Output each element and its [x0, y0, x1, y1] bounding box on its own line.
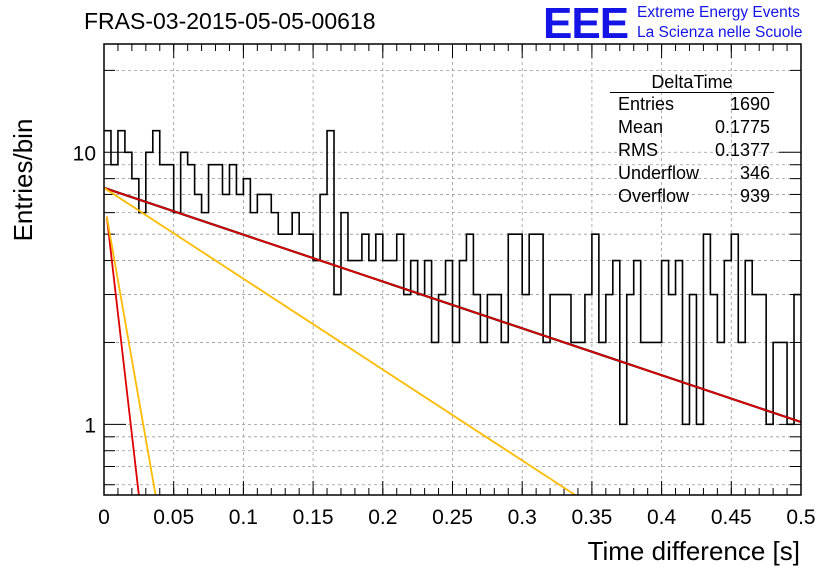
x-tick-label: 0.3 [508, 506, 537, 529]
logo-tagline-1: Extreme Energy Events [637, 4, 800, 21]
plot-frame [103, 43, 802, 496]
stats-row-underflow: Underflow 346 [610, 162, 774, 185]
stats-label: RMS [618, 140, 658, 160]
x-tick-label: 0.35 [571, 506, 612, 529]
page-title: FRAS-03-2015-05-05-00618 [84, 8, 376, 34]
stats-box: DeltaTime Entries 1690 Mean 0.1775 RMS 0.13… [610, 72, 774, 208]
stats-value: 939 [739, 186, 770, 206]
fit-line-orange [105, 216, 157, 496]
x-axis-label: Time difference [s] [588, 536, 800, 566]
x-tick-label: 0.15 [293, 506, 334, 529]
y-tick-label: 1 [84, 414, 96, 437]
y-axis-label: Entries/bin [8, 119, 38, 242]
stats-label: Mean [618, 117, 664, 137]
fit-curves [103, 186, 802, 496]
y-tick-label: 10 [73, 142, 96, 165]
fit-line-orange [103, 187, 576, 496]
x-tick-label: 0.25 [432, 506, 473, 529]
stats-label: Underflow [618, 163, 700, 183]
stats-value: 346 [739, 163, 770, 183]
stats-label: Entries [618, 94, 675, 114]
histogram-outline [104, 129, 801, 426]
histogram-bars [104, 129, 801, 426]
tick-labels: 0 0.05 0.1 0.15 0.2 0.25 0.3 0.35 0.4 0.45 0.5 1 10 [73, 142, 816, 529]
stats-row-rms: RMS 0.1377 [610, 139, 774, 162]
x-tick-label: 0.2 [368, 506, 397, 529]
stats-row-entries: Entries 1690 [610, 93, 774, 116]
stats-row-overflow: Overflow 939 [610, 185, 774, 208]
x-tick-label: 0 [98, 506, 110, 529]
stats-label: Overflow [618, 186, 690, 206]
stats-value: 1690 [729, 94, 770, 114]
fit-line-red [105, 216, 140, 496]
x-tick-label: 0.1 [229, 506, 258, 529]
x-tick-label: 0.5 [786, 506, 815, 529]
stats-value: 0.1775 [714, 117, 770, 137]
x-tick-label: 0.45 [711, 506, 752, 529]
x-tick-label: 0.05 [153, 506, 194, 529]
stats-title: DeltaTime [610, 72, 774, 93]
fit-line-red [103, 186, 802, 423]
stats-value: 0.1377 [714, 140, 770, 160]
eee-logo: EEE [543, 0, 629, 48]
stats-row-mean: Mean 0.1775 [610, 116, 774, 139]
x-tick-label: 0.4 [647, 506, 677, 529]
logo-tagline-2: La Scienza nelle Scuole [637, 24, 803, 41]
